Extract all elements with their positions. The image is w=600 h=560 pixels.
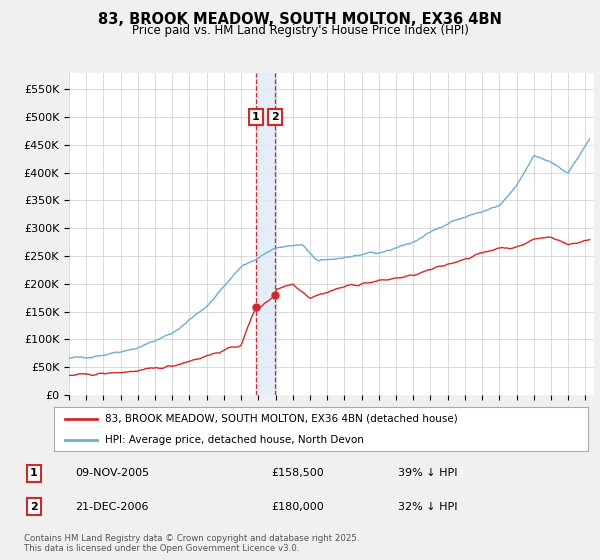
Text: £158,500: £158,500 bbox=[271, 468, 324, 478]
Text: 32% ↓ HPI: 32% ↓ HPI bbox=[398, 502, 457, 512]
Text: 2: 2 bbox=[30, 502, 38, 512]
Text: HPI: Average price, detached house, North Devon: HPI: Average price, detached house, Nort… bbox=[105, 435, 364, 445]
Text: 39% ↓ HPI: 39% ↓ HPI bbox=[398, 468, 457, 478]
Text: 1: 1 bbox=[252, 112, 260, 122]
Text: Price paid vs. HM Land Registry's House Price Index (HPI): Price paid vs. HM Land Registry's House … bbox=[131, 24, 469, 37]
Text: £180,000: £180,000 bbox=[271, 502, 324, 512]
Text: 2: 2 bbox=[271, 112, 279, 122]
Text: Contains HM Land Registry data © Crown copyright and database right 2025.
This d: Contains HM Land Registry data © Crown c… bbox=[24, 534, 359, 553]
Text: 1: 1 bbox=[30, 468, 38, 478]
Text: 09-NOV-2005: 09-NOV-2005 bbox=[76, 468, 149, 478]
Text: 83, BROOK MEADOW, SOUTH MOLTON, EX36 4BN (detached house): 83, BROOK MEADOW, SOUTH MOLTON, EX36 4BN… bbox=[105, 414, 457, 424]
Text: 21-DEC-2006: 21-DEC-2006 bbox=[76, 502, 149, 512]
Text: 83, BROOK MEADOW, SOUTH MOLTON, EX36 4BN: 83, BROOK MEADOW, SOUTH MOLTON, EX36 4BN bbox=[98, 12, 502, 27]
Bar bbox=[256, 73, 275, 395]
